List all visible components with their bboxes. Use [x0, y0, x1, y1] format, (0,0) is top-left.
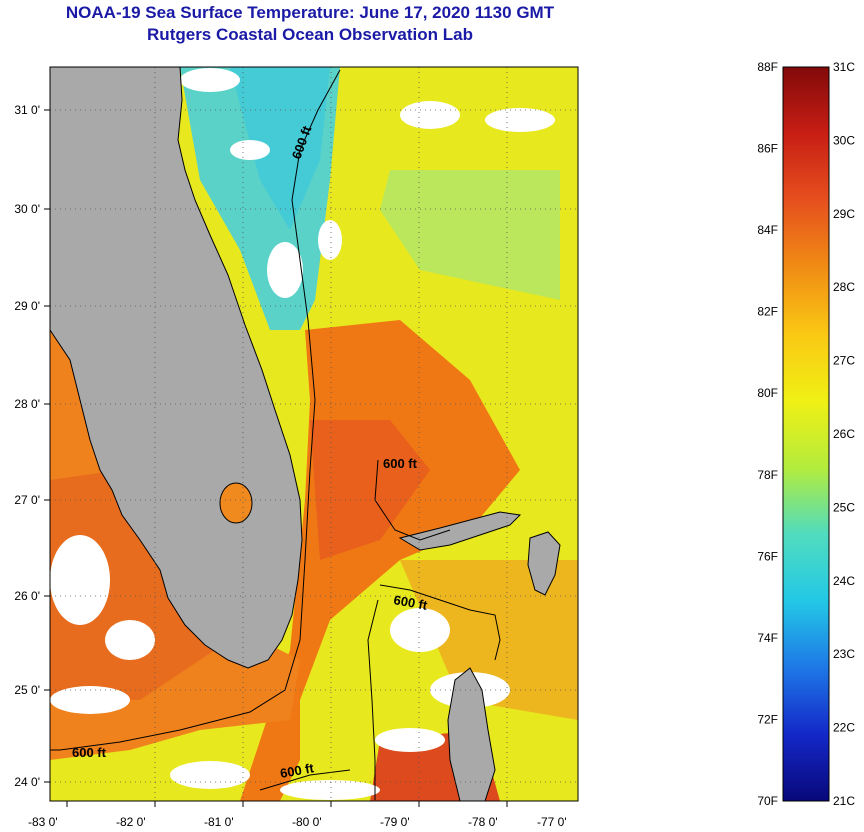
lon-label-80: -80 0' — [292, 815, 322, 829]
colorbar-f-label: 86F — [757, 142, 778, 156]
contour-label-gulf: 600 ft — [72, 745, 107, 760]
colorbar-celsius-labels: 31C 30C 29C 28C 27C 26C 25C 24C 23C 22C 21C — [833, 60, 855, 808]
lat-label-25: 25 0' — [14, 683, 40, 697]
lat-label-31: 31 0' — [14, 103, 40, 117]
lon-label-83: -83 0' — [28, 815, 58, 829]
colorbar-f-label: 88F — [757, 60, 778, 74]
lat-label-28: 28 0' — [14, 397, 40, 411]
colorbar-f-label: 72F — [757, 712, 778, 726]
colorbar-c-label: 31C — [833, 60, 855, 74]
colorbar-c-label: 26C — [833, 427, 855, 441]
abaco-island — [527, 531, 561, 596]
lon-labels: -83 0' -82 0' -81 0' -80 0' -79 0' -78 0… — [28, 815, 567, 829]
colorbar-fahrenheit-labels: 88F 86F 84F 82F 80F 78F 76F 74F 72F 70F — [757, 60, 778, 808]
colorbar-f-label: 84F — [757, 223, 778, 237]
lon-label-81: -81 0' — [204, 815, 234, 829]
colorbar — [782, 66, 830, 802]
lake-okeechobee — [219, 482, 253, 524]
contour-label-south: 600 ft — [279, 760, 316, 781]
lat-label-30: 30 0' — [14, 202, 40, 216]
colorbar-f-label: 80F — [757, 386, 778, 400]
contour-label-little-bahama: 600 ft — [392, 592, 429, 613]
tick-marks — [44, 109, 508, 807]
colorbar-c-label: 23C — [833, 647, 855, 661]
colorbar-f-label: 78F — [757, 468, 778, 482]
lon-label-82: -82 0' — [116, 815, 146, 829]
chart-subtitle: Rutgers Coastal Ocean Observation Lab — [147, 25, 473, 44]
colorbar-c-label: 27C — [833, 354, 855, 368]
colorbar-c-label: 29C — [833, 207, 855, 221]
chart-title: NOAA-19 Sea Surface Temperature: June 17… — [65, 3, 555, 22]
colorbar-f-label: 70F — [757, 794, 778, 808]
andros-island — [447, 667, 496, 801]
lat-label-26: 26 0' — [14, 589, 40, 603]
lat-label-27: 27 0' — [14, 493, 40, 507]
colorbar-c-label: 22C — [833, 721, 855, 735]
colorbar-f-label: 82F — [757, 305, 778, 319]
grand-bahama — [398, 511, 522, 551]
colorbar-c-label: 30C — [833, 133, 855, 147]
lon-label-77: -77 0' — [537, 815, 567, 829]
lon-label-78: -78 0' — [468, 815, 498, 829]
contour-label-bahamas: 600 ft — [383, 456, 418, 471]
lat-labels: 31 0' 30 0' 29 0' 28 0' 27 0' 26 0' 25 0… — [14, 103, 40, 789]
colorbar-c-label: 24C — [833, 574, 855, 588]
isobath-600ft — [50, 69, 501, 800]
lat-label-24: 24 0' — [14, 775, 40, 789]
colorbar-c-label: 28C — [833, 280, 855, 294]
lon-label-79: -79 0' — [380, 815, 410, 829]
colorbar-c-label: 21C — [833, 794, 855, 808]
graticule — [50, 67, 578, 801]
colorbar-f-label: 76F — [757, 549, 778, 563]
colorbar-c-label: 25C — [833, 500, 855, 514]
lat-label-29: 29 0' — [14, 299, 40, 313]
map-frame — [49, 66, 579, 802]
sst-field — [50, 67, 578, 801]
colorbar-f-label: 74F — [757, 631, 778, 645]
